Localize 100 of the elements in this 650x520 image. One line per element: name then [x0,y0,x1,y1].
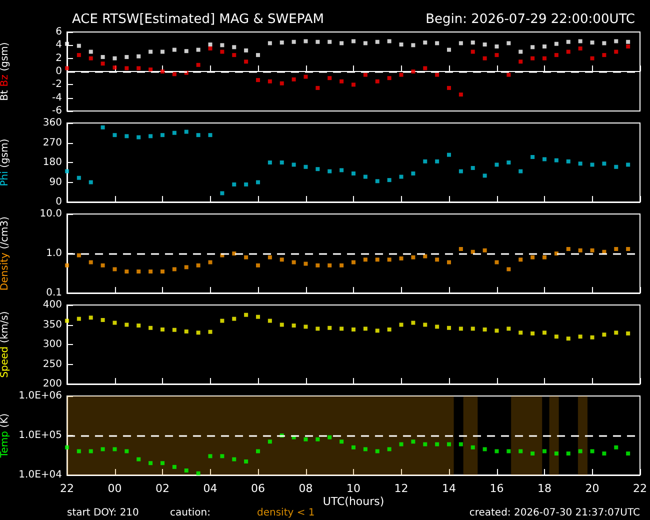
chart-title: ACE RTSW[Estimated] MAG & SWEPAM [72,12,324,27]
point [387,76,392,80]
point [423,322,428,327]
point [435,258,440,262]
point [304,437,308,442]
point [375,79,380,84]
point [304,164,308,169]
y-tick-label: 300 [42,339,62,350]
point [76,316,81,321]
x-tick-label: 04 [203,482,218,495]
point [280,322,284,327]
point [232,316,236,321]
point [316,167,320,172]
point [88,50,93,54]
text: Temp [0,431,10,459]
point [530,45,535,50]
point [292,162,296,167]
y-tick-label: 1.0E+04 [18,470,62,480]
point [88,56,93,60]
point [232,252,236,256]
point [100,55,105,60]
point [375,328,380,333]
y-tick-label: 6 [56,26,62,38]
y-tick-label: -4 [52,92,62,104]
point [76,449,81,454]
point [88,260,93,264]
point [280,160,284,164]
point [148,270,153,274]
point [494,260,499,264]
point [447,260,451,264]
point [363,72,368,77]
point [316,437,320,442]
point [340,440,344,444]
text: caution: [170,508,210,518]
point [470,50,475,54]
text: Bz [0,74,10,87]
point [172,328,176,332]
point [196,330,200,335]
point [423,40,428,45]
point [626,40,630,44]
point [340,263,344,268]
point [387,39,392,44]
point [100,318,105,322]
point [458,41,463,46]
point [232,457,236,462]
x-tick-label: 12 [394,482,408,495]
y-tick-label: 400 [42,300,62,310]
point [208,454,212,458]
y-tick-label: 1.0E+05 [18,430,62,441]
point [590,335,594,340]
point [292,77,296,82]
point [387,327,392,332]
point [76,53,81,58]
point [136,324,141,328]
y-tick-label: 0 [56,66,62,77]
point [399,174,404,179]
point [340,326,344,331]
point [268,79,272,84]
point [65,263,69,268]
point [268,440,272,444]
point [435,442,440,446]
point [196,62,200,67]
point [470,40,475,45]
point [280,40,284,45]
point [136,54,141,58]
point [578,162,582,166]
point [458,247,463,251]
point [340,168,344,172]
point [470,250,475,254]
point [160,461,164,466]
point [316,86,320,90]
point [578,334,582,339]
point [88,180,93,184]
point [411,440,416,444]
point [578,248,582,252]
point [614,164,618,169]
point [112,56,117,60]
y-tick-label: 1.0E+06 [18,390,62,402]
point [172,267,176,272]
point [626,331,630,336]
text: created: 2026-07-30 21:37:07UTC [469,508,640,518]
point [232,53,236,58]
point [458,326,463,331]
text: start DOY: 210 [67,508,139,518]
y-tick-label: 4 [56,40,62,51]
x-tick-label: 22 [633,482,647,495]
point [399,442,404,446]
point [172,72,176,76]
point [256,449,260,454]
point [208,260,212,264]
point [626,247,630,251]
point [148,50,153,54]
point [352,445,356,450]
point [578,39,582,44]
point [124,55,129,60]
point [352,171,356,176]
point [506,267,511,272]
point [482,42,487,47]
point [518,330,523,335]
x-tick-label: 06 [251,482,265,495]
